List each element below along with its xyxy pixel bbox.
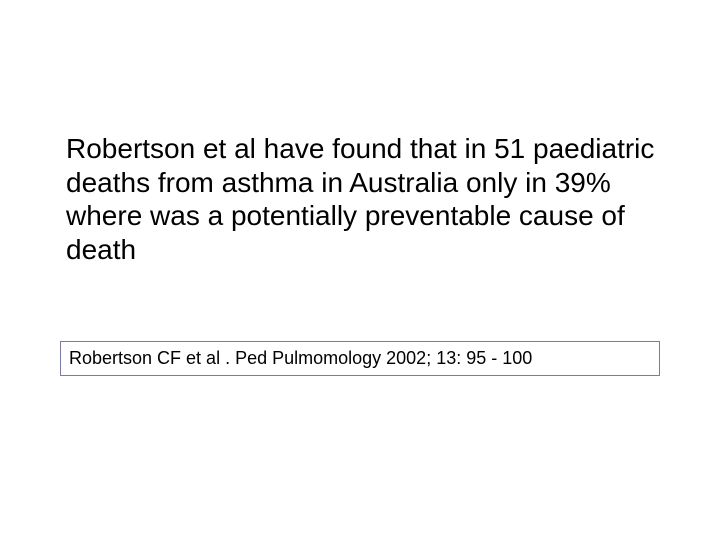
citation-text: Robertson CF et al . Ped Pulmomology 200… — [69, 348, 532, 368]
slide: Robertson et al have found that in 51 pa… — [0, 0, 720, 540]
citation-box: Robertson CF et al . Ped Pulmomology 200… — [60, 341, 660, 376]
slide-body-text: Robertson et al have found that in 51 pa… — [66, 132, 666, 266]
